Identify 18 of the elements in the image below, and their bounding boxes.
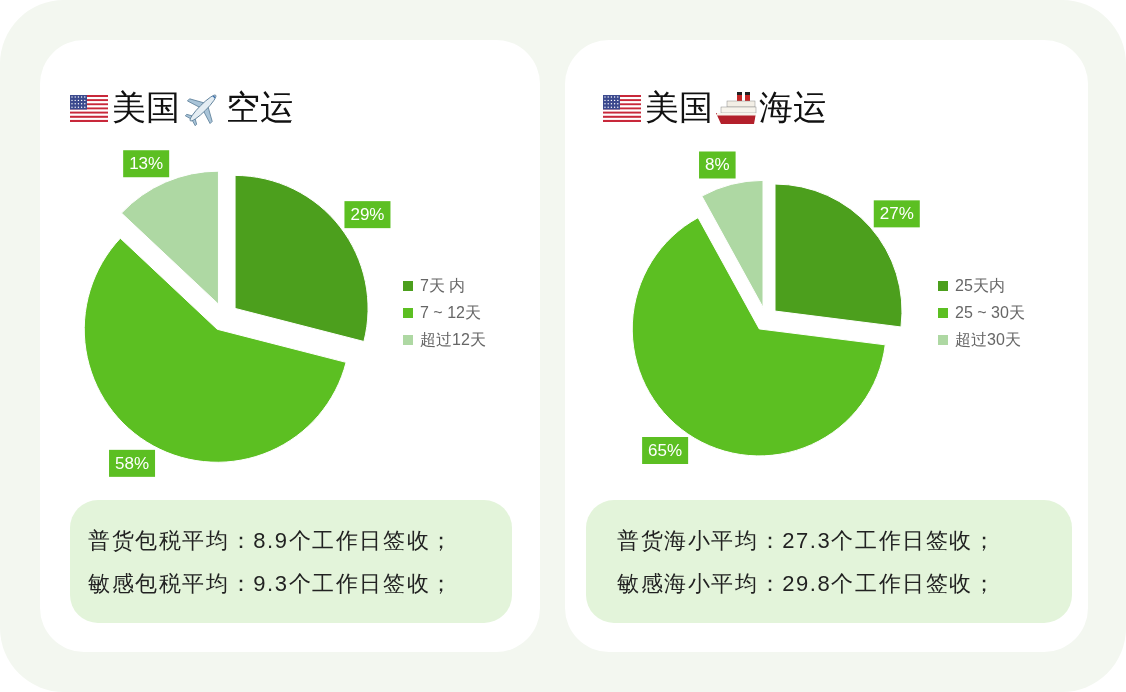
data-label: 29% — [350, 205, 385, 225]
data-label: 58% — [115, 453, 150, 473]
data-label: 8% — [705, 155, 730, 175]
data-label: 65% — [648, 441, 683, 461]
text: 普货包税平均：8.9个工作日签收； — [88, 527, 455, 555]
text: 普货海小平均：27.3个工作日签收； — [617, 527, 998, 555]
legend-label: 超过30天 — [955, 330, 1021, 348]
chart-title: 美国空运 — [112, 88, 294, 126]
legend-label: 25天内 — [955, 276, 1005, 294]
data-label: 27% — [879, 204, 914, 224]
text: 敏感包税平均：9.3个工作日签收； — [88, 570, 455, 598]
text: 敏感海小平均：29.8个工作日签收； — [617, 570, 998, 598]
legend-label: 超过12天 — [420, 330, 486, 348]
legend-label: 25 ~ 30天 — [955, 303, 1025, 321]
legend-label: 7天 内 — [420, 276, 466, 294]
chart-title: 美国海运 — [645, 88, 827, 126]
legend-label: 7 ~ 12天 — [420, 303, 481, 321]
data-label: 13% — [129, 154, 164, 174]
